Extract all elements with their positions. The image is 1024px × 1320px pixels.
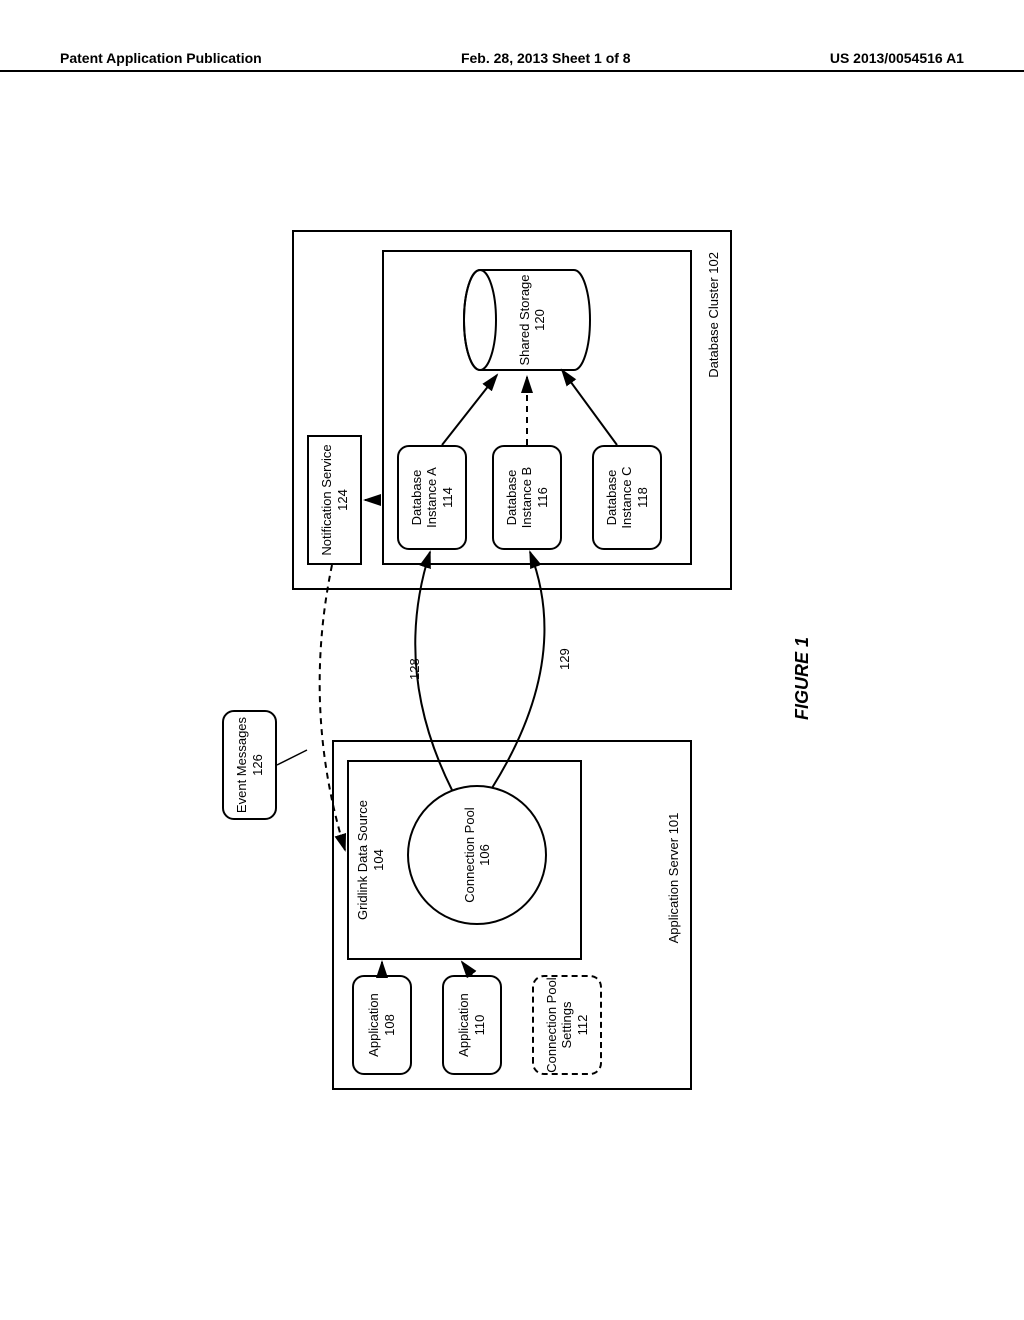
gridlink-ref: 104: [371, 849, 387, 871]
application-108: Application 108: [352, 975, 412, 1075]
figure-1-diagram: Application Server 101 Gridlink Data Sou…: [162, 210, 862, 1110]
event-msgs-label: Event Messages: [234, 717, 250, 813]
shared-storage-cylinder: Shared Storage 120: [462, 265, 592, 375]
app1-ref: 108: [382, 1014, 398, 1036]
inst-c-ref: 118: [635, 487, 651, 508]
notification-ref: 124: [335, 489, 351, 511]
db-cluster-label: Database Cluster 102: [706, 252, 722, 378]
edge-129-label: 129: [557, 648, 572, 670]
inst-a-label: Database Instance A: [409, 447, 440, 548]
conn-pool-label: Connection Pool: [462, 807, 477, 902]
db-instance-c: Database Instance C 118: [592, 445, 662, 550]
header-center: Feb. 28, 2013 Sheet 1 of 8: [461, 50, 631, 66]
gridlink-title: Gridlink Data Source: [355, 800, 371, 920]
header-right: US 2013/0054516 A1: [830, 50, 964, 66]
header-left: Patent Application Publication: [60, 50, 262, 66]
page-header: Patent Application Publication Feb. 28, …: [0, 50, 1024, 72]
app2-ref: 110: [472, 1015, 488, 1036]
conn-pool-ref: 106: [477, 844, 492, 866]
event-msgs-ref: 126: [250, 754, 266, 776]
application-110: Application 110: [442, 975, 502, 1075]
app2-label: Application: [456, 993, 472, 1057]
pool-settings-ref: 112: [575, 1015, 591, 1036]
db-instance-b: Database Instance B 116: [492, 445, 562, 550]
notification-box: Notification Service 124: [307, 435, 362, 565]
pool-settings-label: Connection Pool Settings: [544, 977, 575, 1073]
notification-label: Notification Service: [319, 444, 335, 555]
inst-b-ref: 116: [535, 487, 551, 508]
app1-label: Application: [366, 993, 382, 1057]
inst-c-label: Database Instance C: [604, 447, 635, 548]
pool-settings-box: Connection Pool Settings 112: [532, 975, 602, 1075]
shared-storage-label: Shared Storage 120: [517, 265, 547, 375]
app-server-label: Application Server 101: [666, 778, 682, 978]
inst-a-ref: 114: [440, 487, 456, 508]
inst-b-label: Database Instance B: [504, 447, 535, 548]
db-instance-a: Database Instance A 114: [397, 445, 467, 550]
connection-pool-circle: Connection Pool 106: [407, 785, 547, 925]
figure-caption: FIGURE 1: [792, 637, 813, 720]
event-messages-box: Event Messages 126: [222, 710, 277, 820]
edge-128-label: 128: [407, 658, 422, 680]
